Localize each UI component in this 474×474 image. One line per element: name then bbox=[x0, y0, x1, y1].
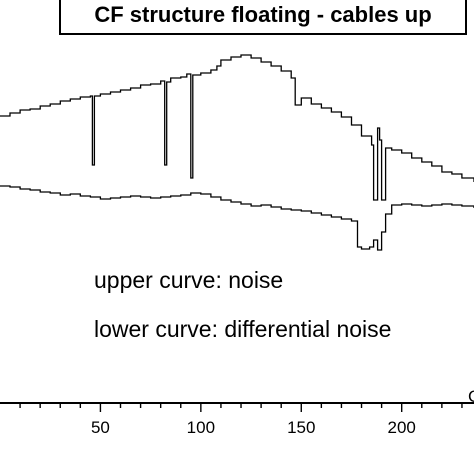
x-axis-label: C bbox=[468, 387, 474, 406]
lower-curve-differential-noise bbox=[0, 185, 474, 251]
x-tick-label-200: 200 bbox=[388, 418, 416, 437]
annotation-lower-curve: lower curve: differential noise bbox=[94, 316, 391, 342]
annotation-upper-curve: upper curve: noise bbox=[94, 267, 283, 293]
x-ticks: 50 100 150 200 bbox=[19, 403, 463, 437]
x-tick-label-50: 50 bbox=[91, 418, 110, 437]
chart-title: CF structure floating - cables up bbox=[94, 2, 431, 27]
upper-curve-noise bbox=[0, 54, 474, 201]
series-layer bbox=[0, 54, 474, 251]
x-tick-label-100: 100 bbox=[187, 418, 215, 437]
x-tick-label-150: 150 bbox=[287, 418, 315, 437]
title-box bbox=[59, 0, 467, 35]
